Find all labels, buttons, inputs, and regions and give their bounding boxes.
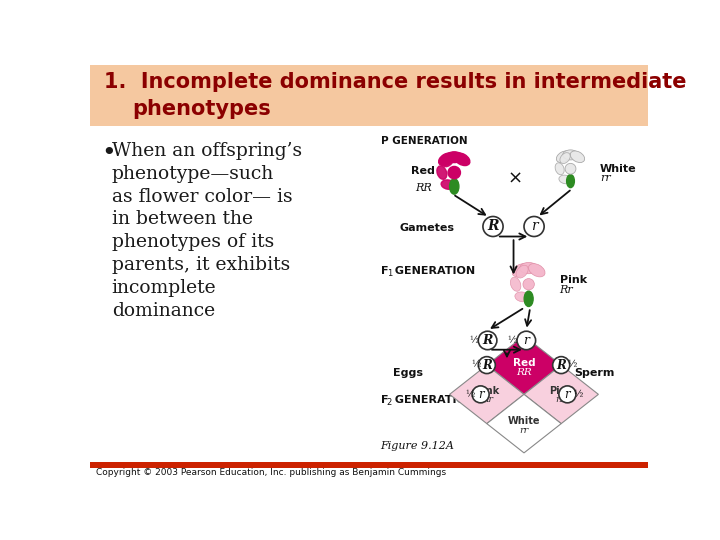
Text: Rr: Rr (559, 286, 573, 295)
Text: Red: Red (513, 358, 535, 368)
Text: Figure 9.12A: Figure 9.12A (381, 441, 454, 451)
Ellipse shape (567, 174, 575, 187)
Text: ½: ½ (465, 390, 474, 399)
Text: F: F (381, 395, 388, 405)
Text: ×: × (507, 170, 522, 188)
Circle shape (553, 356, 570, 374)
Ellipse shape (442, 154, 454, 167)
Ellipse shape (559, 175, 571, 184)
Ellipse shape (570, 151, 585, 163)
Ellipse shape (441, 180, 455, 190)
Polygon shape (524, 365, 598, 423)
Text: r: r (564, 388, 570, 401)
Text: rR: rR (555, 395, 567, 404)
Ellipse shape (563, 150, 578, 160)
Text: R: R (482, 334, 492, 347)
Text: White: White (508, 416, 540, 426)
Circle shape (448, 166, 461, 179)
Text: R: R (487, 219, 499, 233)
Text: R: R (482, 359, 492, 372)
Ellipse shape (512, 264, 528, 277)
Text: R: R (557, 359, 566, 372)
Circle shape (483, 217, 503, 237)
Ellipse shape (438, 153, 454, 166)
Circle shape (472, 386, 489, 403)
Ellipse shape (449, 179, 459, 194)
Text: 1: 1 (387, 269, 392, 278)
Text: r: r (531, 219, 537, 233)
Text: P GENERATION: P GENERATION (381, 136, 467, 146)
Text: Eggs: Eggs (393, 368, 423, 378)
Text: Pink: Pink (549, 386, 573, 396)
Circle shape (524, 217, 544, 237)
Text: Copyright © 2003 Pearson Education, Inc. publishing as Benjamin Cummings: Copyright © 2003 Pearson Education, Inc.… (96, 468, 446, 477)
Text: r: r (523, 334, 529, 347)
Polygon shape (487, 394, 561, 453)
Text: GENERATION: GENERATION (391, 266, 474, 276)
Text: rr: rr (519, 426, 528, 435)
Circle shape (478, 331, 497, 350)
Ellipse shape (437, 166, 447, 179)
Ellipse shape (454, 153, 470, 166)
Text: 2: 2 (387, 397, 392, 407)
Text: ½: ½ (574, 390, 583, 399)
Circle shape (517, 331, 536, 350)
Text: RR: RR (415, 183, 431, 193)
Bar (90, 65, 648, 126)
Polygon shape (449, 365, 524, 423)
Text: RR: RR (516, 368, 532, 376)
Text: Pink: Pink (474, 386, 499, 396)
Text: ½: ½ (508, 336, 517, 345)
Text: Gametes: Gametes (400, 223, 455, 233)
Circle shape (478, 356, 495, 374)
Text: GENERATION: GENERATION (391, 395, 474, 405)
Ellipse shape (516, 265, 528, 278)
Bar (90, 462, 648, 468)
Text: ½: ½ (567, 361, 577, 369)
Text: Rr: Rr (481, 395, 492, 404)
Circle shape (523, 279, 534, 290)
Ellipse shape (520, 262, 538, 274)
Ellipse shape (555, 163, 564, 175)
Text: F: F (381, 266, 388, 276)
Text: phenotypes: phenotypes (132, 99, 271, 119)
Text: ½: ½ (469, 336, 478, 345)
Text: ½: ½ (472, 361, 481, 369)
Text: r: r (478, 388, 483, 401)
Polygon shape (487, 336, 561, 394)
Ellipse shape (560, 153, 570, 164)
Text: •: • (101, 142, 116, 165)
Text: Pink: Pink (559, 275, 587, 286)
Text: White: White (600, 164, 636, 174)
Ellipse shape (510, 277, 521, 291)
Ellipse shape (446, 152, 463, 163)
Circle shape (565, 164, 576, 174)
Text: Red: Red (411, 166, 435, 177)
Ellipse shape (528, 264, 545, 277)
Text: Sperm: Sperm (575, 368, 615, 378)
Text: rr: rr (600, 173, 611, 183)
Ellipse shape (515, 292, 529, 302)
Text: When an offspring’s
phenotype—such
as flower color— is
in between the
phenotypes: When an offspring’s phenotype—such as fl… (112, 142, 302, 320)
Circle shape (559, 386, 576, 403)
Text: 1.  Incomplete dominance results in intermediate: 1. Incomplete dominance results in inter… (104, 72, 686, 92)
Ellipse shape (524, 291, 533, 307)
Ellipse shape (557, 151, 571, 163)
